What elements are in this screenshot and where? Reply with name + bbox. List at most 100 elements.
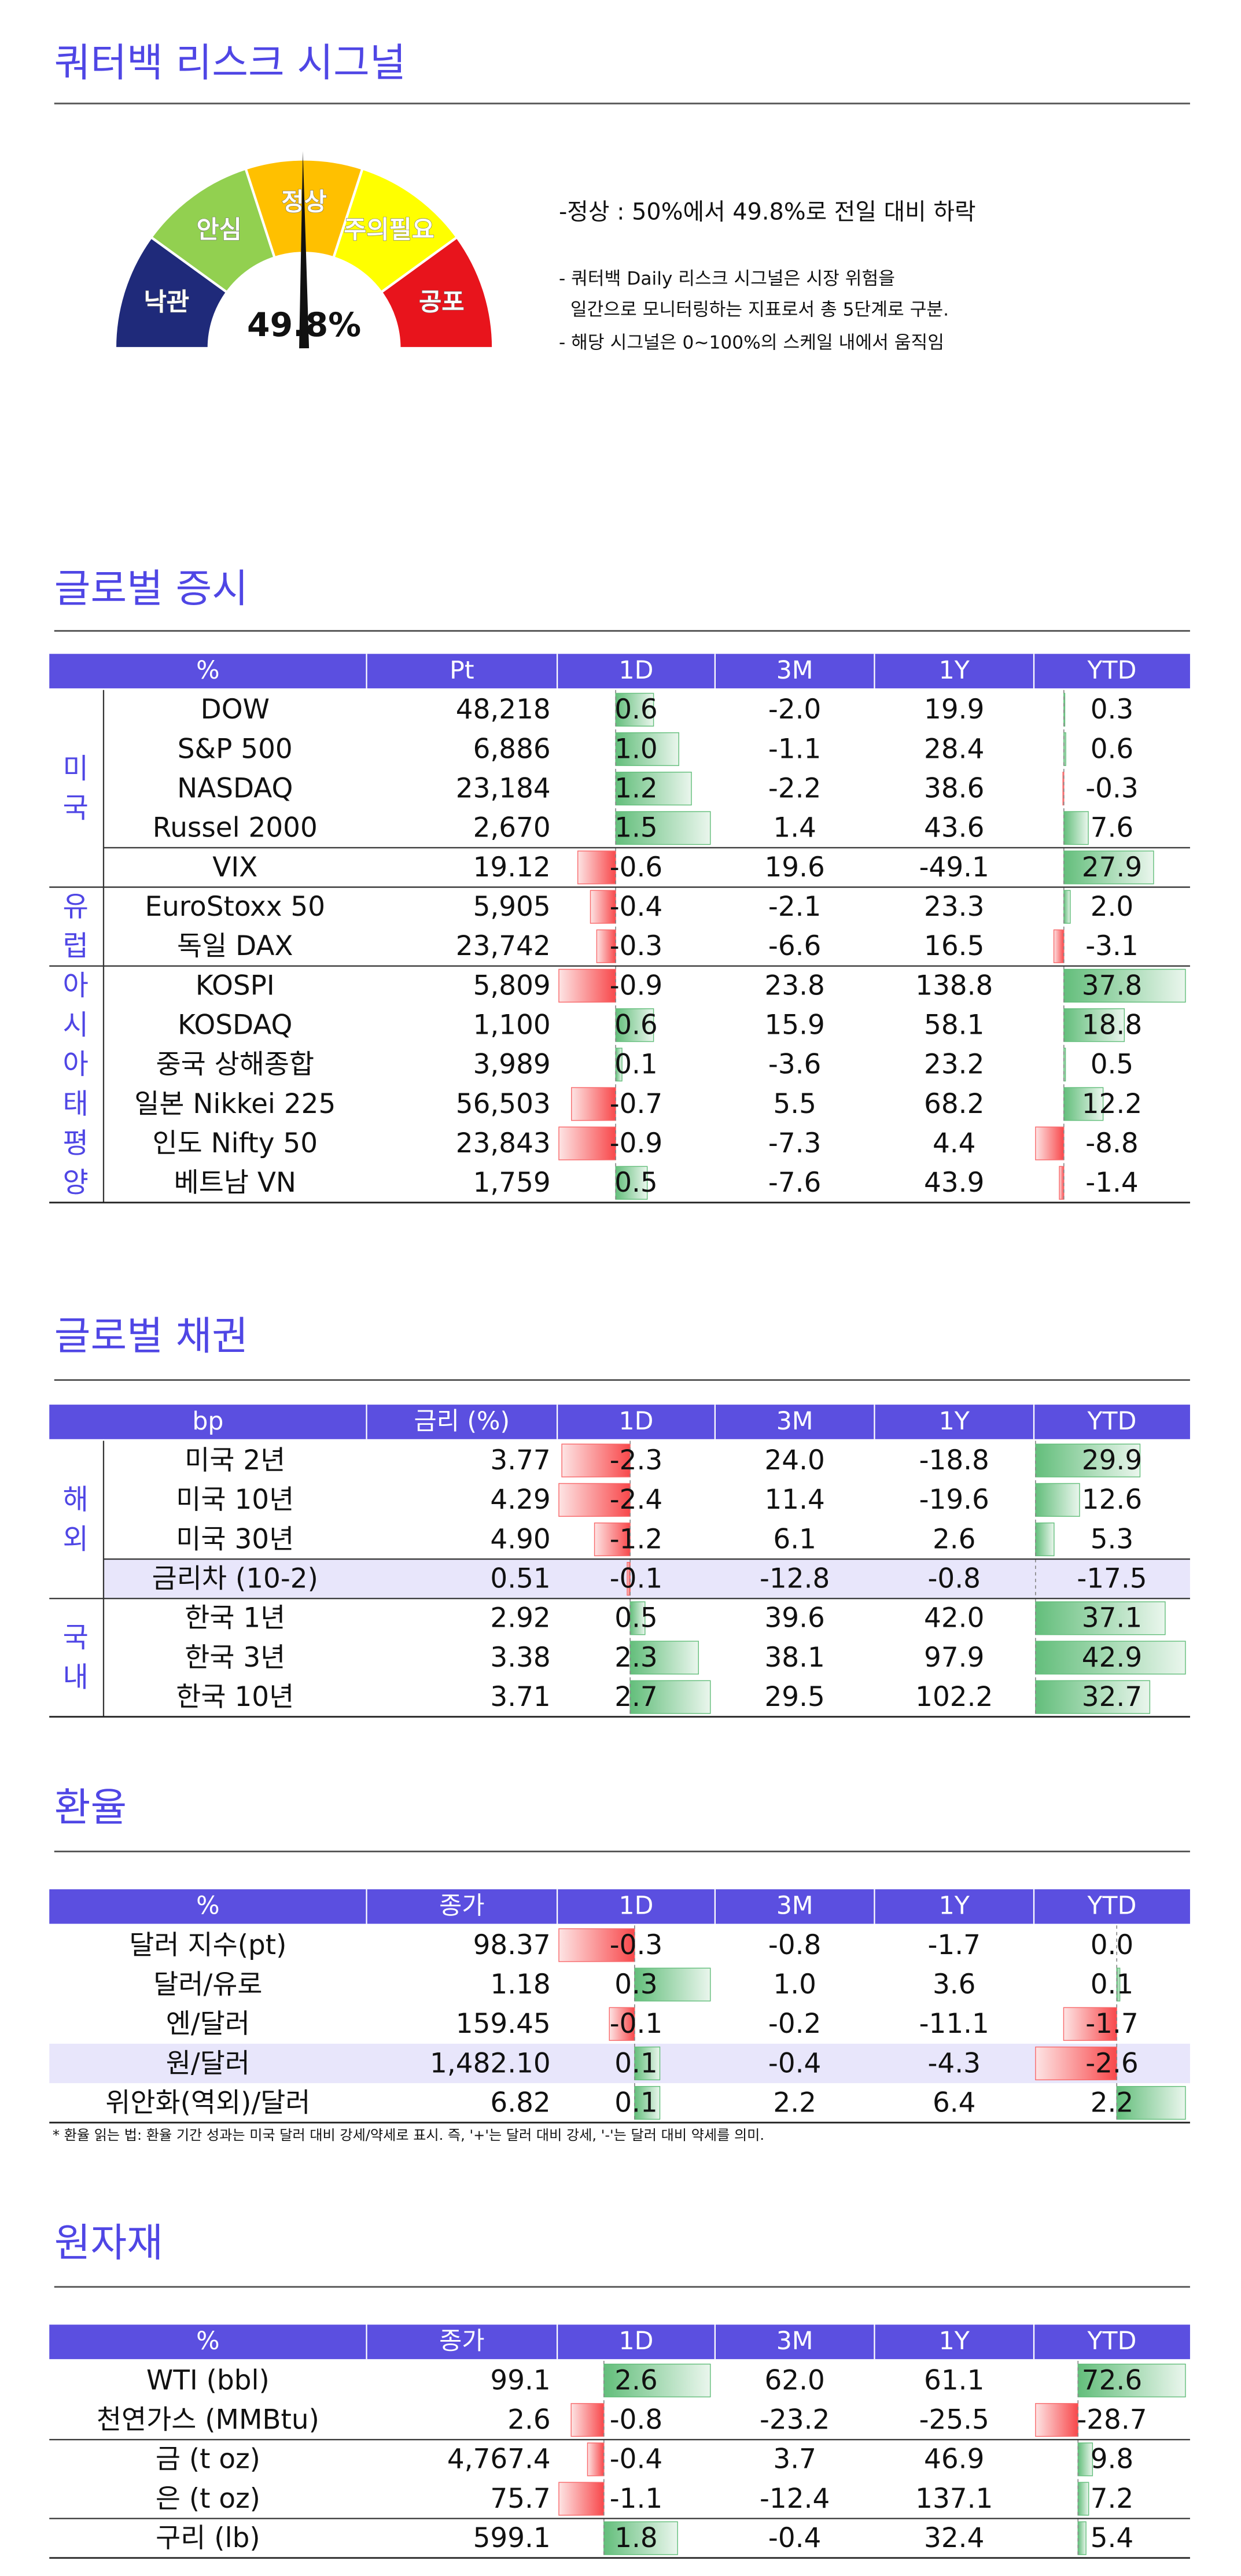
level-value: 99.1	[490, 2365, 550, 2396]
signal-headline: -정상 : 50%에서 49.8%로 전일 대비 하락	[559, 199, 976, 226]
level-value: 6,886	[473, 734, 551, 765]
change-value: -8.8	[1085, 1128, 1138, 1159]
change-value: -2.4	[610, 1484, 662, 1516]
column-header: 1Y	[939, 656, 970, 685]
row-label: 원/달러	[166, 2048, 250, 2079]
change-value: 1.8	[614, 2523, 658, 2554]
change-value: -0.8	[610, 2405, 662, 2436]
gauge-needle	[299, 151, 310, 349]
change-value: 37.1	[1082, 1603, 1142, 1634]
change-value: 19.6	[764, 852, 824, 883]
change-value: -12.4	[760, 2483, 830, 2515]
level-value: 3.38	[490, 1642, 550, 1674]
change-value: -1.1	[610, 2483, 662, 2515]
column-header: 3M	[776, 1892, 813, 1921]
change-value: -0.4	[610, 891, 662, 923]
row-label: S&P 500	[178, 734, 293, 765]
gauge-segment	[379, 235, 495, 350]
change-value: 0.1	[614, 2087, 658, 2118]
row-label: 중국 상해종합	[156, 1049, 314, 1081]
data-bar	[1035, 1680, 1151, 1714]
column-header: 종가	[439, 1892, 484, 1921]
change-value: -1.4	[1085, 1167, 1138, 1199]
change-value: -2.1	[768, 891, 821, 923]
level-value: 4.29	[490, 1484, 550, 1516]
change-value: -0.3	[1085, 773, 1138, 805]
level-value: 1,482.10	[430, 2048, 551, 2079]
data-bar	[615, 692, 654, 727]
change-value: 0.5	[614, 1603, 658, 1634]
row-label: 달러 지수(pt)	[129, 1930, 286, 1961]
level-value: 159.45	[456, 2009, 551, 2040]
column-header: 3M	[776, 1407, 813, 1436]
change-value: -1.2	[610, 1524, 662, 1555]
change-value: 1.0	[614, 734, 658, 765]
change-value: 23.3	[924, 891, 984, 923]
level-value: 56,503	[456, 1089, 551, 1120]
page-title: 쿼터백 리스크 시그널	[54, 40, 406, 86]
row-label: 금리차 (10-2)	[152, 1564, 318, 1595]
data-bar	[615, 811, 711, 845]
row-label: 한국 10년	[176, 1682, 294, 1713]
row-label: 미국 2년	[185, 1445, 285, 1476]
data-bar	[1063, 1008, 1125, 1042]
column-header: 1D	[619, 2327, 654, 2356]
row-label: 미국 10년	[176, 1484, 294, 1516]
change-value: -28.7	[1077, 2405, 1147, 2436]
change-value: -2.2	[768, 773, 821, 805]
row-label: 엔/달러	[166, 2009, 250, 2040]
change-value: 12.2	[1082, 1089, 1142, 1120]
table-footnote: * 환율 읽는 법: 환율 기간 성과는 미국 달러 대비 강세/약세로 표시.…	[53, 2127, 764, 2143]
row-highlight	[49, 2043, 1190, 2084]
change-value: 1.0	[773, 1969, 816, 2000]
change-value: -0.8	[928, 1564, 981, 1595]
signal-note: - 해당 시그널은 0~100%의 스케일 내에서 움직임	[559, 333, 944, 353]
change-value: 2.7	[614, 1682, 658, 1713]
change-value: 37.8	[1082, 970, 1142, 1001]
column-header: 1Y	[939, 1892, 970, 1921]
level-value: 2,670	[473, 813, 551, 844]
level-value: 23,184	[456, 773, 551, 805]
gauge-value: 49.8%	[247, 306, 361, 344]
section-title: 환율	[54, 1785, 127, 1831]
data-bar	[596, 929, 616, 963]
data-bar	[629, 1601, 646, 1635]
table-header	[49, 2324, 1190, 2360]
row-label: EuroStoxx 50	[145, 891, 325, 923]
change-value: 58.1	[924, 1009, 984, 1041]
data-bar	[1077, 2521, 1087, 2555]
change-value: 19.9	[924, 694, 984, 725]
change-value: -4.3	[928, 2048, 981, 2079]
data-bar	[1063, 1087, 1104, 1121]
signal-note: 일간으로 모니터링하는 지표로서 총 5단계로 구분.	[559, 300, 949, 320]
change-value: -49.1	[919, 852, 989, 883]
change-value: 0.0	[1091, 1930, 1134, 1961]
data-bar	[1035, 1641, 1186, 1675]
change-value: -11.1	[919, 2009, 989, 2040]
change-value: 0.5	[1091, 1049, 1134, 1081]
change-value: 137.1	[915, 2483, 993, 2515]
change-value: 43.6	[924, 813, 984, 844]
level-value: 4,767.4	[447, 2444, 551, 2475]
column-header: 금리 (%)	[414, 1407, 510, 1436]
data-bar	[1035, 2046, 1117, 2081]
change-value: 32.7	[1082, 1682, 1142, 1713]
change-value: 68.2	[924, 1089, 984, 1120]
change-value: 2.3	[614, 1642, 658, 1674]
change-value: 24.0	[764, 1445, 824, 1476]
change-value: -0.6	[610, 852, 662, 883]
change-value: 46.9	[924, 2444, 984, 2475]
change-value: -7.3	[768, 1128, 821, 1159]
data-bar	[561, 1443, 631, 1477]
row-label: Russel 2000	[153, 813, 318, 844]
change-value: -0.2	[768, 2009, 821, 2040]
change-value: 39.6	[764, 1603, 824, 1634]
column-header: 1D	[619, 656, 654, 685]
change-value: 23.8	[764, 970, 824, 1001]
column-header: %	[196, 1892, 219, 1921]
change-value: 5.5	[773, 1089, 816, 1120]
change-value: 0.5	[614, 1167, 658, 1199]
gauge-level-label: 안심	[196, 215, 241, 244]
row-label: 천연가스 (MMBtu)	[97, 2405, 319, 2436]
